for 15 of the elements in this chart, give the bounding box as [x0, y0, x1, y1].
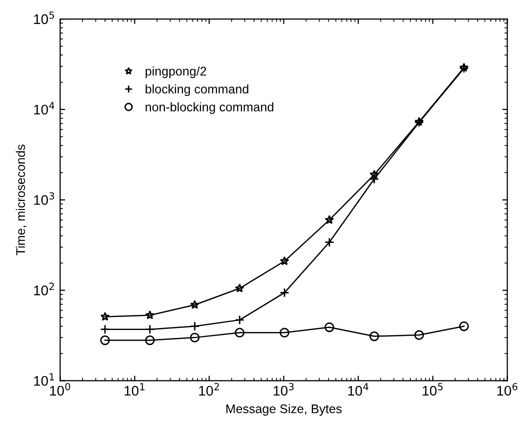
- x-tick-label: 10$^{3}$: [274, 382, 294, 396]
- x-tick-label: 10$^{6}$: [497, 382, 518, 396]
- y-axis-title: Time, microseconds: [16, 144, 27, 256]
- x-axis-title: Message Size, Bytes: [226, 404, 342, 416]
- x-tick-label: 10$^{2}$: [199, 382, 219, 396]
- x-tick-label: 10$^{1}$: [124, 383, 144, 396]
- x-tick-label: 10$^{4}$: [348, 383, 368, 396]
- x-tick-label: 10$^{5}$: [422, 383, 443, 396]
- y-tick-label: 10$^{5}$: [34, 12, 54, 24]
- y-tick-label: 10$^{4}$: [34, 102, 54, 115]
- y-tick-label: 10$^{3}$: [34, 192, 54, 205]
- y-tick-label: 10$^{2}$: [34, 282, 54, 296]
- legend-label: pingpong/2: [146, 66, 206, 78]
- legend-label: non-blocking command: [146, 102, 274, 114]
- legend-label: blocking command: [146, 84, 248, 96]
